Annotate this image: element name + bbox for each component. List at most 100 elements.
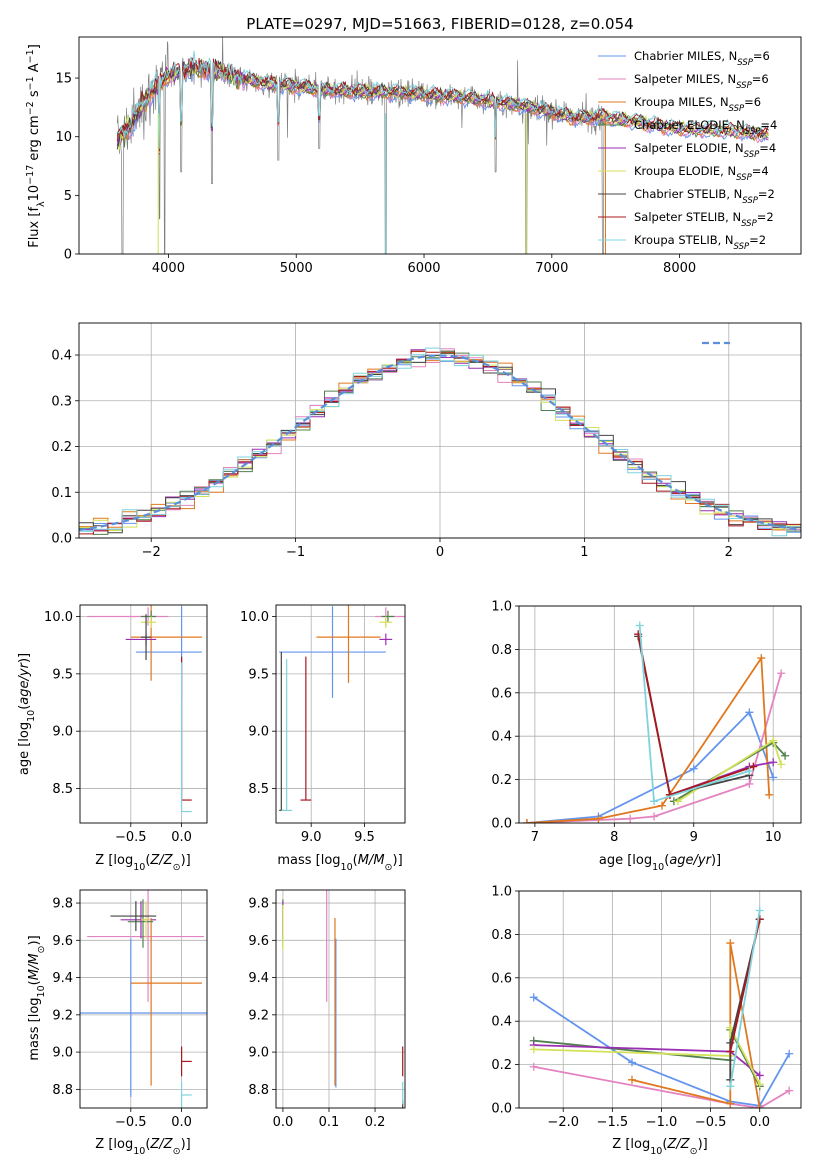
legend-label: Salpeter MILES, NSSP=6 [634, 72, 769, 91]
x-tick-label: 0.0 [749, 1115, 770, 1130]
y-tick-label: 9.0 [248, 725, 269, 740]
label-part: −1 [25, 76, 36, 90]
weight-marker [769, 758, 778, 767]
legend-label: Chabrier STELIB, NSSP=2 [634, 187, 775, 206]
legend-label: Kroupa ELODIE, NSSP=4 [634, 164, 769, 183]
weight-marker [650, 797, 659, 806]
x-tick-label: 10 [765, 830, 782, 845]
weight-marker [769, 773, 778, 782]
y-tick-label: 10.0 [240, 610, 269, 625]
weight-series [638, 625, 750, 803]
weight-marker [777, 669, 786, 678]
label-part: age [log [599, 853, 652, 868]
weight-marker [673, 797, 682, 806]
model-spectrum [117, 50, 769, 149]
label-part: )] [27, 935, 42, 945]
weight-marker [726, 1023, 735, 1032]
legend-label-part: =4 [759, 141, 776, 155]
plot-area [87, 605, 202, 813]
weight-marker [726, 939, 735, 948]
y-axis-label: age [log10(age/yr)] [17, 653, 37, 775]
x-tick-label: 9.5 [354, 830, 375, 845]
y-tick-label: 1.0 [491, 600, 512, 615]
weight-marker [785, 1049, 794, 1058]
axes-frame [275, 604, 406, 824]
x-tick-label: 0 [436, 545, 444, 560]
x-tick-label: 2 [725, 545, 733, 560]
weight-marker [627, 1058, 636, 1067]
y-tick-label: 0.4 [491, 730, 512, 745]
label-part: ( [662, 1137, 667, 1152]
axes-frame [518, 890, 802, 1109]
histogram-axes: −2 −1 0 1 2 0.0 0.1 0.2 0.3 0.4 [51, 322, 802, 560]
label-part: mass [log [27, 997, 42, 1060]
legend-label-part: Chabrier STELIB, N [634, 187, 742, 201]
label-part: Z/Z [149, 1137, 173, 1152]
normal-curve [79, 354, 801, 532]
weight-marker [627, 1075, 636, 1084]
label-part: ⊙ [173, 862, 181, 873]
legend-label-part: =4 [760, 118, 777, 132]
label-part: ⊙ [385, 862, 393, 873]
plot-area [279, 605, 405, 811]
legend-label-sub: SSP [736, 81, 752, 91]
weight-marker [745, 708, 754, 717]
x-tick-label: 0.1 [319, 1115, 340, 1130]
weight-series [631, 942, 761, 1108]
legend-label-sub: SSP [737, 58, 753, 68]
weight-marker [529, 1045, 538, 1054]
weight-marker [781, 751, 790, 760]
axes-frame [79, 604, 208, 824]
plot-area [522, 621, 790, 823]
weight-marker [755, 1104, 764, 1108]
label-part: )] [181, 1137, 191, 1152]
weight-marker [726, 1099, 735, 1108]
weight-marker [755, 906, 764, 915]
legend-label: Salpeter STELIB, NSSP=2 [634, 210, 774, 229]
age-vs-Z-axes: −0.5 0.08.59.09.510.0Z [log10(Z/Z⊙)]age [… [17, 604, 208, 873]
y-tick-label: 10.0 [44, 610, 73, 625]
legend-label: Chabrier MILES, NSSP=6 [634, 49, 770, 68]
y-tick-label: 9.0 [248, 1046, 269, 1061]
legend-label-part: =6 [752, 72, 769, 86]
y-tick-label: 0.8 [491, 928, 512, 943]
label-part: Z [log [95, 1137, 133, 1152]
legend-label: Salpeter ELODIE, NSSP=4 [634, 141, 776, 160]
weight-marker [745, 779, 754, 788]
y-tick-label: 9.2 [52, 1008, 73, 1023]
label-part: Z [log [612, 1137, 650, 1152]
legend-label-part: Salpeter STELIB, N [634, 210, 741, 224]
y-tick-label: 0.0 [51, 532, 72, 547]
legend-label-sub: SSP [744, 150, 760, 160]
y-tick-label: 0.3 [51, 394, 72, 409]
model-spectrum [116, 57, 769, 152]
label-part: ( [17, 705, 32, 710]
mass-vs-Z-axes: −0.5 0.08.89.09.29.49.69.8Z [log10(Z/Z⊙)]… [27, 889, 208, 1157]
legend-label-sub: SSP [734, 242, 750, 252]
label-part: ] [27, 44, 42, 49]
y-tick-label: 9.8 [248, 897, 269, 912]
weight-series [533, 1029, 761, 1087]
x-tick-label: 0.0 [171, 1115, 192, 1130]
weight-marker [777, 760, 786, 769]
legend-label-part: =6 [744, 95, 761, 109]
x-tick-label: 8000 [663, 261, 696, 276]
y-tick-label: 0.0 [491, 817, 512, 832]
x-tick-label: 5000 [280, 261, 313, 276]
weight-marker [626, 814, 635, 823]
y-tick-label: 9.5 [52, 667, 73, 682]
x-tick-label: 0.0 [171, 830, 192, 845]
weight-marker [726, 1047, 735, 1056]
y-tick-label: 0.6 [491, 686, 512, 701]
label-part: −2 [25, 101, 36, 115]
y-tick-label: 9.6 [52, 934, 73, 949]
plot-area [116, 37, 769, 254]
label-part: 10 [650, 1146, 662, 1157]
x-tick-label: 4000 [152, 261, 185, 276]
weight-series [533, 1027, 761, 1085]
label-part: age/yr [669, 853, 712, 868]
y-tick-label: 1.0 [491, 885, 512, 900]
